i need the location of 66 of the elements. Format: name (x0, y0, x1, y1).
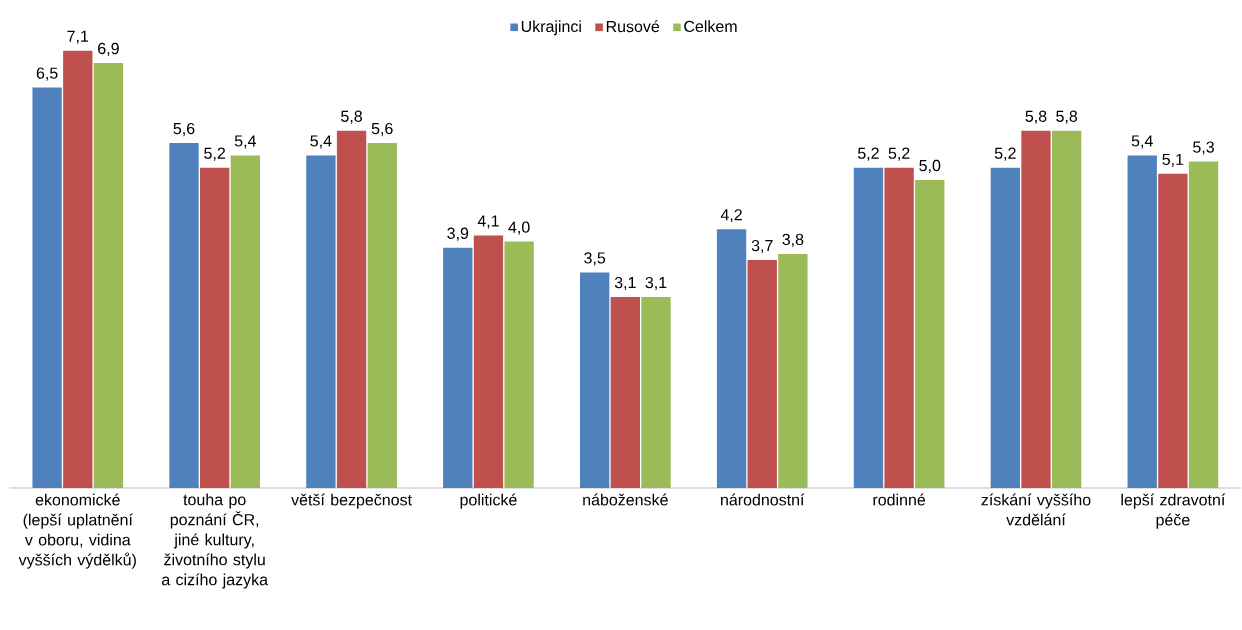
bar (610, 297, 640, 488)
bar (747, 260, 777, 488)
bar (443, 247, 473, 488)
bar (230, 155, 261, 488)
data-label: 5,3 (1193, 141, 1214, 155)
bar (884, 167, 914, 488)
bar (641, 297, 671, 488)
data-label: 5,8 (1025, 110, 1047, 124)
x-tick-label: touha po poznání ČR, jiné kultury, životního stylu a cizího jazyka (161, 493, 268, 589)
legend-label: Celkem (684, 20, 737, 33)
data-label: 6,5 (36, 67, 58, 81)
bar (778, 253, 808, 488)
data-label: 3,5 (584, 252, 606, 266)
x-tick-label: náboženské (583, 493, 668, 506)
data-label: 5,6 (173, 122, 195, 137)
x-tick-label: ekonomické (lepší uplatnění v oboru, vidina vyšších výdělků) (18, 493, 136, 569)
data-label: 5,8 (341, 110, 362, 124)
data-label: 3,1 (645, 276, 667, 291)
x-tick-label: politické (460, 493, 517, 509)
x-tick-label: národnostní (721, 493, 805, 506)
data-label: 4,2 (720, 209, 742, 223)
data-label: 5,8 (1056, 110, 1078, 124)
bar (1127, 155, 1157, 488)
data-label: 5,2 (204, 147, 225, 161)
data-label: 4,1 (477, 215, 499, 229)
data-label: 7,1 (67, 30, 89, 44)
bar (1052, 130, 1082, 488)
bar (1188, 161, 1219, 488)
data-label: 5,4 (234, 135, 256, 149)
data-label: 3,1 (614, 276, 636, 291)
bar (169, 143, 199, 488)
bar (915, 180, 945, 488)
data-label: 5,6 (371, 122, 393, 137)
data-label: 3,7 (751, 239, 773, 254)
data-label: 5,1 (1162, 153, 1184, 167)
x-tick-label: rodinné (873, 493, 926, 506)
bar (336, 130, 367, 488)
bar (853, 167, 884, 488)
legend-label: Ukrajinci (521, 20, 581, 36)
bar (1158, 173, 1188, 488)
bar (504, 241, 534, 488)
bar (716, 229, 747, 488)
bar (473, 235, 504, 488)
data-label: 3,8 (782, 233, 804, 247)
data-label: 5,4 (310, 135, 332, 149)
bar (580, 272, 610, 488)
bar (1021, 130, 1051, 488)
bar (32, 87, 62, 488)
x-tick-label: lepší zdravotní péče (1121, 493, 1226, 529)
data-label: 5,2 (994, 147, 1016, 161)
data-label: 5,2 (888, 147, 910, 161)
bar (63, 50, 93, 488)
data-label: 4,0 (508, 221, 530, 235)
x-tick-label: získání vyššího vzdělání (981, 493, 1091, 526)
bar (306, 155, 336, 488)
data-label: 5,4 (1131, 135, 1153, 149)
bar (367, 143, 397, 488)
bar (990, 167, 1020, 488)
bar (200, 167, 230, 488)
bar (93, 62, 124, 488)
data-label: 6,9 (98, 42, 119, 57)
data-label: 3,9 (447, 227, 469, 241)
legend-label: Rusové (606, 20, 660, 33)
data-label: 5,0 (919, 159, 941, 174)
x-tick-label: větší bezpečnost (291, 493, 412, 509)
data-label: 5,2 (857, 147, 879, 161)
